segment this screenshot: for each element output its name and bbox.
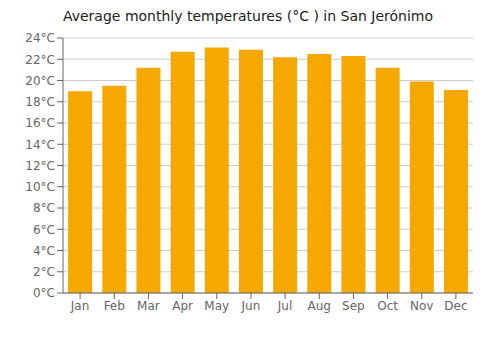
svg-text:Jul: Jul [277, 299, 292, 313]
svg-text:Feb: Feb [104, 299, 125, 313]
svg-text:6°C: 6°C [33, 223, 55, 237]
svg-text:4°C: 4°C [33, 244, 55, 258]
svg-text:Nov: Nov [410, 299, 433, 313]
svg-text:0°C: 0°C [33, 286, 55, 300]
svg-text:20°C: 20°C [25, 74, 55, 88]
svg-text:14°C: 14°C [25, 138, 55, 152]
svg-text:May: May [204, 299, 229, 313]
svg-text:Oct: Oct [377, 299, 398, 313]
svg-text:Jun: Jun [241, 299, 261, 313]
svg-text:22°C: 22°C [25, 53, 55, 67]
svg-text:8°C: 8°C [33, 201, 55, 215]
svg-text:Dec: Dec [444, 299, 467, 313]
svg-text:Apr: Apr [172, 299, 193, 313]
html-text:Average monthly temperatures (: Average monthly temperatures (°C ) in Sa… [63, 8, 433, 24]
svg-text:12°C: 12°C [25, 159, 55, 173]
svg-text:18°C: 18°C [25, 95, 55, 109]
svg-text:Sep: Sep [342, 299, 365, 313]
svg-text:Jan: Jan [70, 299, 90, 313]
svg-text:Aug: Aug [308, 299, 331, 313]
svg-text:Mar: Mar [137, 299, 160, 313]
svg-text:2°C: 2°C [33, 265, 55, 279]
svg-text:24°C: 24°C [25, 31, 55, 45]
svg-text:10°C: 10°C [25, 180, 55, 194]
svg-text:16°C: 16°C [25, 116, 55, 130]
